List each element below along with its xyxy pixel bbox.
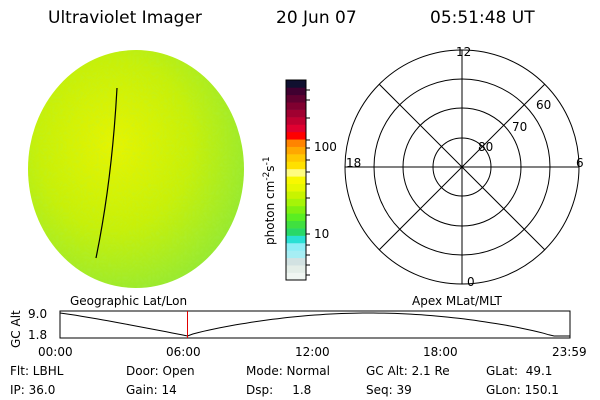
timeline-frame [59,310,571,339]
colorbar-swatch [286,183,306,192]
seq-info: Seq: 39 [366,383,412,397]
colorbar-swatch [286,242,306,251]
colorbar-unit-label: photon cm-2s-1 [262,156,277,245]
mlat-70-label: 70 [512,120,528,134]
colorbar [285,79,310,281]
colorbar-tick-10: 10 [314,227,330,241]
glat-info: GLat: 49.1 [486,364,553,378]
mlat-60-label: 60 [536,98,552,112]
colorbar-swatch [286,146,306,155]
grid-line [378,83,546,251]
dsp-info: Dsp: 1.8 [246,383,312,397]
gc-alt-info: GC Alt: 2.1 Re [366,364,450,378]
time-label: 05:51:48 UT [430,8,535,28]
door-info: Door: Open [126,364,195,378]
glon-info: GLon: 150.1 [486,383,559,397]
colorbar-swatch [286,109,306,118]
y-max-label: 9.0 [28,307,48,321]
apex-label: Apex MLat/MLT [412,294,502,308]
altitude-curve [59,312,570,337]
mlt-0-label: 0 [467,275,475,289]
colorbar-swatch [286,272,306,281]
x-tick-2: 12:00 [295,345,330,359]
colorbar-swatch [286,80,306,88]
colorbar-swatch [286,161,306,170]
x-tick-1: 06:00 [166,345,201,359]
colorbar-swatch [286,87,306,96]
colorbar-swatch [286,94,306,103]
colorbar-swatch [286,131,306,140]
x-tick-0: 00:00 [38,345,73,359]
colorbar-swatch [286,168,306,177]
mlt-6-label: 6 [576,156,584,170]
terminator-line [95,87,118,259]
colorbar-swatch [286,176,306,185]
colorbar-swatch [286,228,306,236]
altitude-timeline [59,310,571,339]
colorbar-swatch [286,154,306,162]
colorbar-swatch [286,220,306,229]
colorbar-swatch [286,265,306,273]
colorbar-tick-100: 100 [314,140,337,154]
colorbar-swatch [286,250,306,259]
colorbar-swatch [286,257,306,266]
auroral-image [28,50,244,288]
ip-info: IP: 36.0 [10,383,56,397]
gc-alt-axis-label: GC Alt [9,310,23,348]
mlt-18-label: 18 [346,156,362,170]
date-label: 20 Jun 07 [276,8,357,28]
mode-info: Mode: Normal [246,364,330,378]
x-tick-4: 23:59 [552,345,587,359]
mlt-12-label: 12 [456,45,472,59]
colorbar-swatch [286,205,306,214]
colorbar-swatch [286,102,306,110]
y-min-label: 1.8 [28,328,48,342]
colorbar-swatch [286,198,306,207]
polar-grid [344,49,580,285]
colorbar-swatch [286,117,306,125]
colorbar-swatch [286,124,306,133]
colorbar-swatch [286,191,306,199]
colorbar-swatch [286,213,306,222]
x-tick-3: 18:00 [423,345,458,359]
geographic-label: Geographic Lat/Lon [70,294,188,308]
filter-info: Flt: LBHL [10,364,64,378]
colorbar-swatch [286,235,306,244]
mlat-80-label: 80 [478,140,494,154]
colorbar-swatch [286,139,306,147]
gain-info: Gain: 14 [126,383,177,397]
instrument-title: Ultraviolet Imager [48,8,202,28]
